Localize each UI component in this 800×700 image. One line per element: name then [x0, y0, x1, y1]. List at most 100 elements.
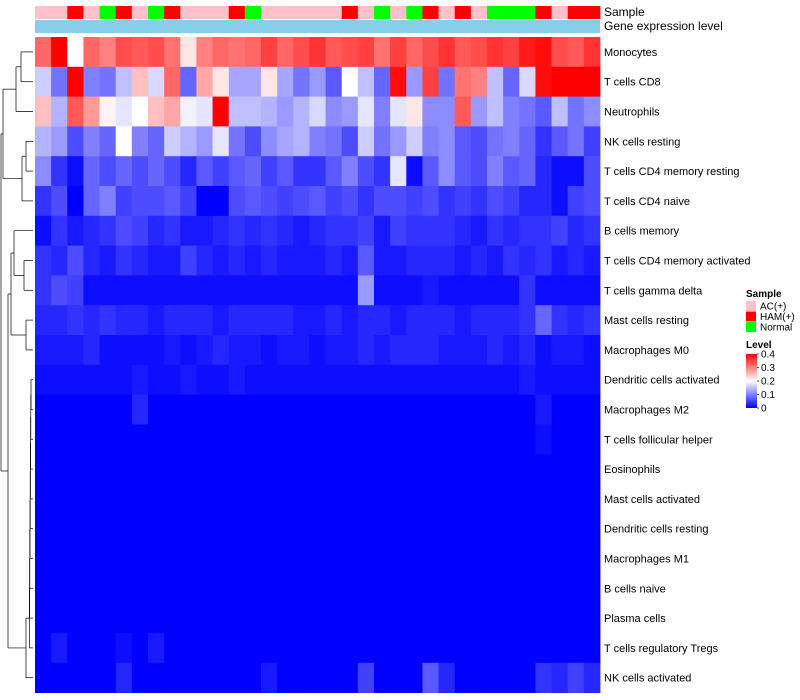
heatmap-cell — [406, 96, 423, 127]
sample-legend-title: Sample — [746, 289, 782, 300]
heatmap-cell — [67, 424, 84, 455]
heatmap-cell — [567, 126, 585, 157]
heatmap-cell — [293, 305, 310, 336]
heatmap-cell — [180, 454, 197, 485]
sample-annotation-cell — [438, 6, 456, 19]
heatmap-cell — [551, 156, 569, 187]
heatmap-cell — [503, 305, 520, 336]
row-label: T cells regulatory Tregs — [604, 643, 719, 655]
heatmap-cell — [261, 245, 278, 276]
heatmap-cell — [228, 454, 246, 485]
heatmap-cell — [293, 335, 310, 366]
heatmap-cell — [390, 573, 407, 604]
level-legend: Level 0.4 0.3 0.2 0.1 0 — [746, 340, 775, 415]
heatmap-cell — [228, 513, 246, 544]
heatmap-cell — [35, 573, 52, 604]
sample-annotation-cell — [228, 6, 246, 19]
heatmap-cell — [83, 37, 100, 68]
heatmap-cell — [390, 126, 407, 157]
heatmap-cell — [567, 603, 585, 634]
heatmap-cell — [487, 633, 504, 664]
heatmap-cell — [374, 573, 391, 604]
sample-annotation-cell — [341, 6, 359, 19]
heatmap-cell — [115, 96, 133, 127]
row-label: B cells memory — [604, 226, 680, 238]
heatmap-cell — [196, 424, 213, 455]
heatmap-cell — [277, 335, 294, 366]
heatmap-cell — [148, 513, 165, 544]
heatmap-cell — [487, 454, 504, 485]
heatmap-cell — [535, 573, 552, 604]
level-colorbar — [746, 354, 757, 408]
heatmap-cell — [422, 543, 439, 574]
heatmap-cell — [357, 662, 375, 693]
heatmap-cell — [390, 513, 407, 544]
heatmap-cell — [374, 186, 391, 217]
sample-annotation-cell — [454, 6, 472, 19]
heatmap-cell — [244, 573, 262, 604]
level-tick-label: 0.1 — [761, 390, 775, 401]
heatmap-cell — [503, 335, 520, 366]
sample-annotation-cell — [535, 6, 552, 19]
heatmap-cell — [148, 364, 165, 395]
heatmap-cell — [535, 215, 552, 246]
heatmap-cell — [341, 394, 359, 425]
heatmap-cell — [583, 454, 601, 485]
heatmap-cell — [180, 513, 197, 544]
heatmap-cell — [115, 66, 133, 97]
heatmap-cell — [325, 394, 343, 425]
heatmap-cell — [357, 96, 375, 127]
heatmap-cell — [261, 454, 278, 485]
heatmap-cell — [422, 66, 439, 97]
heatmap-cell — [67, 275, 84, 306]
heatmap-cell — [115, 156, 133, 187]
heatmap-cell — [567, 394, 585, 425]
heatmap-cell — [374, 215, 391, 246]
heatmap-cell — [357, 37, 375, 68]
heatmap-cell — [244, 424, 262, 455]
heatmap-cell — [583, 513, 601, 544]
heatmap-cell — [83, 245, 100, 276]
heatmap-cell — [67, 662, 84, 693]
heatmap-cell — [390, 364, 407, 395]
heatmap-cell — [487, 275, 504, 306]
heatmap-cell — [438, 394, 456, 425]
heatmap-cell — [164, 37, 181, 68]
heatmap-cell — [503, 66, 520, 97]
heatmap-cell — [277, 484, 294, 515]
heatmap-cell — [535, 245, 552, 276]
heatmap-cell — [519, 543, 536, 574]
sample-annotation-cell — [422, 6, 439, 19]
heatmap-cell — [228, 66, 246, 97]
heatmap-cell — [244, 484, 262, 515]
heatmap-cell — [244, 454, 262, 485]
heatmap-cell — [487, 215, 504, 246]
heatmap-cell — [115, 275, 133, 306]
heatmap-cell — [261, 335, 278, 366]
heatmap-cell — [535, 513, 552, 544]
heatmap-cell — [519, 484, 536, 515]
heatmap-cell — [503, 662, 520, 693]
heatmap-cell — [99, 37, 117, 68]
heatmap-cell — [454, 186, 472, 217]
heatmap-cell — [454, 156, 472, 187]
heatmap-cell — [406, 186, 423, 217]
heatmap-cell — [583, 66, 601, 97]
heatmap-cell — [374, 513, 391, 544]
heatmap-cell — [309, 484, 326, 515]
sample-legend-swatch — [746, 301, 756, 311]
row-label: T cells CD4 memory resting — [604, 166, 740, 178]
heatmap-cell — [503, 394, 520, 425]
heatmap-cell — [148, 424, 165, 455]
heatmap-cell — [212, 603, 230, 634]
heatmap-cell — [131, 543, 149, 574]
heatmap-cell — [277, 454, 294, 485]
heatmap-cell — [164, 543, 181, 574]
heatmap-cell — [438, 633, 456, 664]
heatmap-cell — [148, 573, 165, 604]
row-label: Macrophages M1 — [604, 554, 689, 566]
heatmap-cell — [309, 662, 326, 693]
heatmap-cell — [309, 126, 326, 157]
heatmap-cell — [551, 513, 569, 544]
row-label: T cells CD4 memory activated — [604, 256, 751, 268]
